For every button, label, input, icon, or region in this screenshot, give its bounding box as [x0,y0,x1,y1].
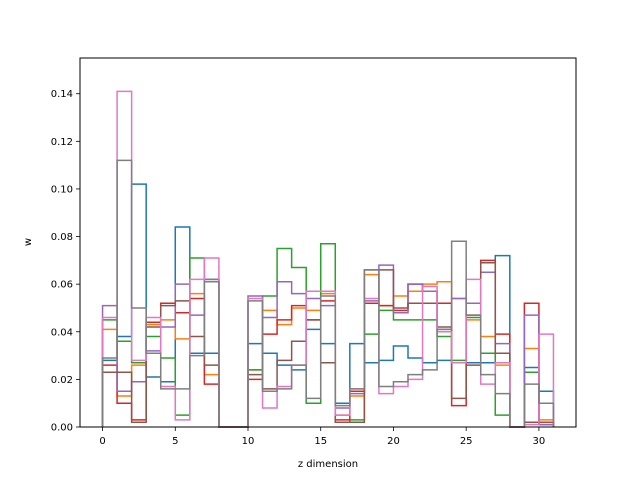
x-tick-label: 25 [460,436,473,447]
y-tick-label: 0.02 [51,375,73,386]
x-tick-label: 30 [533,436,546,447]
x-tick-label: 5 [172,436,178,447]
y-tick-label: 0.08 [51,232,73,243]
y-tick-label: 0.14 [51,89,73,100]
x-tick-label: 15 [314,436,327,447]
x-tick-label: 20 [387,436,400,447]
y-tick-label: 0.00 [51,423,73,434]
y-axis-label: w [23,238,34,246]
y-tick-label: 0.12 [51,137,73,148]
x-tick-label: 0 [99,436,105,447]
axes-frame [79,57,577,428]
x-axis-label: z dimension [298,459,358,470]
y-tick-label: 0.04 [51,327,73,338]
series-line-7 [101,159,555,428]
x-tick-label: 10 [242,436,255,447]
y-tick-label: 0.06 [51,280,73,291]
y-axis: 0.00 0.02 0.04 0.06 0.08 0.10 0.12 0.14 [51,89,80,434]
series-line-0 [101,183,555,428]
series-group [101,90,555,428]
y-tick-label: 0.10 [51,184,73,195]
x-axis: 0 5 10 15 20 25 30 [99,427,545,447]
